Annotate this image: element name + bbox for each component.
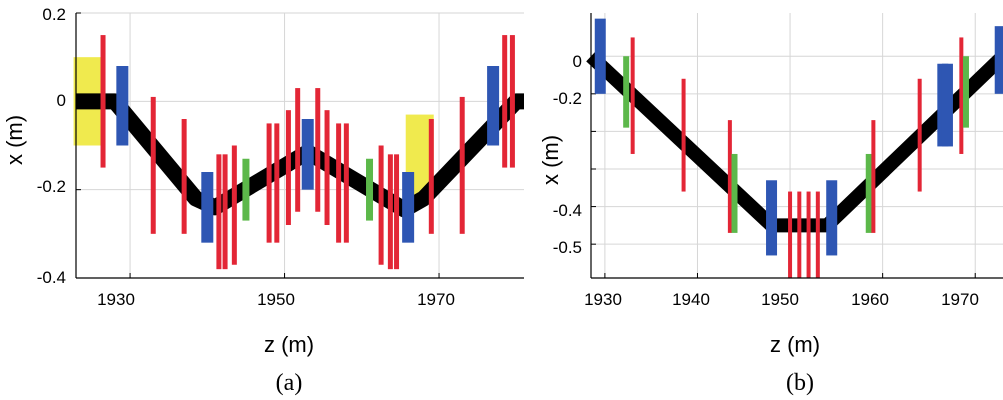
y-tick-label: -0.5 — [553, 238, 582, 257]
quad-magnet — [231, 145, 237, 265]
quad-magnet — [459, 96, 465, 234]
quad-magnet — [266, 123, 272, 243]
dipole-magnet — [941, 63, 953, 147]
y-tick-label: -0.2 — [37, 177, 66, 196]
quad-magnet — [630, 37, 635, 154]
y-tick-label: -0.2 — [553, 89, 582, 108]
panel-label: (a) — [276, 370, 303, 396]
quad-magnet — [285, 110, 291, 225]
quad-magnet — [806, 191, 811, 278]
plot-area — [586, 13, 1003, 279]
y-axis-label: x (m) — [2, 115, 27, 165]
panel-a: 0.2 0 -0.2 -0.4 1930 1950 1970 z (m) x (… — [2, 5, 525, 396]
quad-magnet — [428, 119, 434, 234]
sext-magnet — [366, 158, 374, 221]
quad-magnet — [378, 145, 384, 265]
x-tick-label: 1970 — [417, 290, 455, 309]
quad-magnet — [100, 35, 106, 168]
sext-magnet — [865, 153, 872, 233]
quad-magnet — [324, 110, 330, 225]
dipole-magnet — [116, 66, 129, 146]
quad-magnet — [917, 78, 922, 192]
quad-magnet — [959, 37, 964, 154]
dipole-magnet — [487, 66, 500, 146]
x-tick-label: 1930 — [97, 290, 135, 309]
quad-magnet — [216, 154, 222, 270]
x-tick-label: 1960 — [851, 290, 889, 309]
quad-magnet — [150, 96, 156, 234]
dipole-magnet — [994, 26, 1003, 94]
quad-magnet — [815, 191, 820, 278]
x-axis-label: z (m) — [264, 332, 314, 357]
quad-magnet — [336, 123, 342, 243]
y-tick-label: 0 — [573, 52, 582, 71]
sext-magnet — [962, 56, 969, 128]
quad-magnet — [681, 78, 686, 192]
quad-magnet — [295, 88, 301, 212]
y-tick-label: 0.2 — [42, 5, 66, 24]
dipole-magnet — [594, 18, 606, 94]
dipole-magnet — [826, 180, 838, 256]
y-axis-label: x (m) — [538, 135, 563, 185]
panel-label: (b) — [786, 370, 814, 396]
quad-magnet — [222, 154, 228, 270]
sext-magnet — [242, 158, 250, 221]
y-tick-label: 0 — [57, 91, 66, 110]
quad-magnet — [797, 191, 802, 278]
quad-magnet — [394, 154, 400, 270]
x-axis-label: z (m) — [770, 332, 820, 357]
x-tick-label: 1940 — [672, 290, 710, 309]
quad-magnet — [871, 120, 876, 233]
quad-magnet — [727, 120, 732, 233]
dipole-magnet — [402, 172, 415, 243]
dipole-magnet — [301, 119, 314, 190]
y-tick-label: -0.4 — [553, 201, 582, 220]
plot-background — [591, 13, 1003, 278]
x-tick-label: 1970 — [941, 290, 979, 309]
quad-magnet — [387, 154, 393, 270]
quad-magnet — [181, 119, 187, 234]
quad-magnet — [343, 123, 349, 243]
x-tick-label: 1950 — [257, 290, 295, 309]
dipole-magnet — [766, 180, 778, 256]
sext-magnet — [731, 153, 738, 233]
y-tick-label: -0.4 — [37, 268, 66, 287]
quad-magnet — [788, 191, 793, 278]
plot-area — [73, 12, 525, 279]
quad-magnet — [502, 35, 508, 168]
x-tick-label: 1950 — [761, 290, 799, 309]
dipole-magnet — [201, 172, 214, 243]
panel-b: 0 -0.2 -0.4 -0.5 1930 1940 1950 1960 197… — [538, 13, 1003, 396]
quad-magnet — [509, 35, 515, 168]
quad-magnet — [315, 88, 321, 212]
x-tick-label: 1930 — [584, 290, 622, 309]
quad-magnet — [274, 123, 280, 243]
sext-magnet — [623, 56, 630, 128]
